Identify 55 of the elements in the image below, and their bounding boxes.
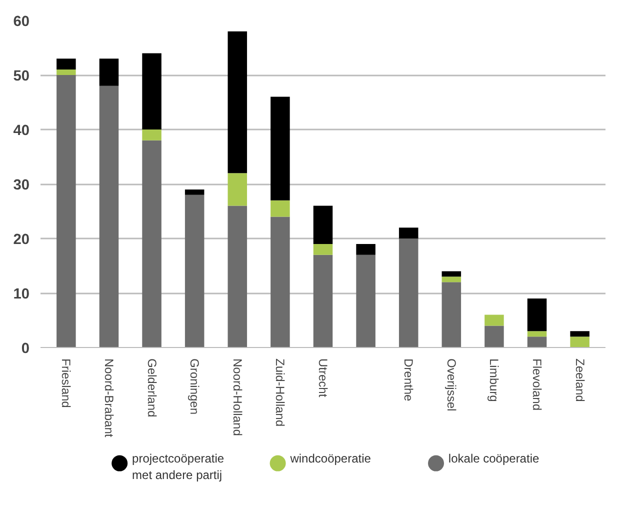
bar (184, 189, 204, 195)
bar (313, 206, 333, 244)
bar (356, 244, 376, 255)
x-tick-label: Overijssel (444, 358, 458, 412)
bar (442, 271, 462, 277)
bar (99, 58, 119, 86)
x-tick-label: Noord-Holland (230, 358, 244, 436)
bar (56, 70, 76, 75)
bar (313, 244, 333, 255)
bar (442, 276, 462, 282)
y-tick-label: 60 (13, 14, 30, 30)
legend-label: projectcoöperatie met andere partij (132, 451, 224, 482)
x-tick-label: Drenthe (402, 358, 416, 402)
bar (527, 331, 547, 337)
bar (228, 206, 248, 348)
x-tick-label: Gelderland (144, 358, 159, 418)
bar (142, 140, 162, 348)
bar (527, 298, 547, 332)
bar (228, 31, 248, 174)
x-tick-label: Noord-Brabant (102, 358, 116, 438)
x-tick-label: Flevoland (530, 358, 544, 411)
legend-label: lokale coöperatie (448, 451, 540, 466)
bar (56, 58, 76, 70)
bar (527, 336, 547, 348)
x-tick-label: Limburg (487, 358, 502, 402)
bar (398, 228, 418, 238)
bar (142, 130, 162, 140)
bar (270, 216, 290, 348)
bar (570, 336, 590, 348)
bar (356, 254, 376, 348)
x-tick-label: Friesland (59, 358, 74, 408)
bar (228, 173, 248, 206)
x-tick-label: Zeeland (572, 358, 587, 402)
bar (484, 314, 504, 326)
bar (184, 194, 204, 348)
y-tick-label: 40 (13, 123, 30, 139)
y-tick-label: 0 (21, 341, 30, 357)
bar (142, 53, 162, 130)
bar (570, 331, 590, 337)
bar (56, 75, 76, 348)
x-tick-label: Zuid-Holland (273, 358, 288, 427)
y-tick-label: 10 (13, 286, 30, 302)
y-tick-label: 30 (13, 178, 30, 194)
bar (313, 254, 333, 348)
x-tick-label: Groningen (188, 358, 202, 415)
bar (270, 200, 290, 217)
bar (442, 282, 462, 348)
legend-label: windcoöperatie (289, 451, 372, 466)
bar (99, 86, 119, 348)
bar (270, 96, 290, 200)
x-tick-label: Utrecht (316, 358, 330, 398)
bar (398, 238, 418, 348)
y-tick-label: 50 (13, 68, 30, 84)
bar (484, 326, 504, 348)
y-tick-label: 20 (13, 232, 30, 248)
